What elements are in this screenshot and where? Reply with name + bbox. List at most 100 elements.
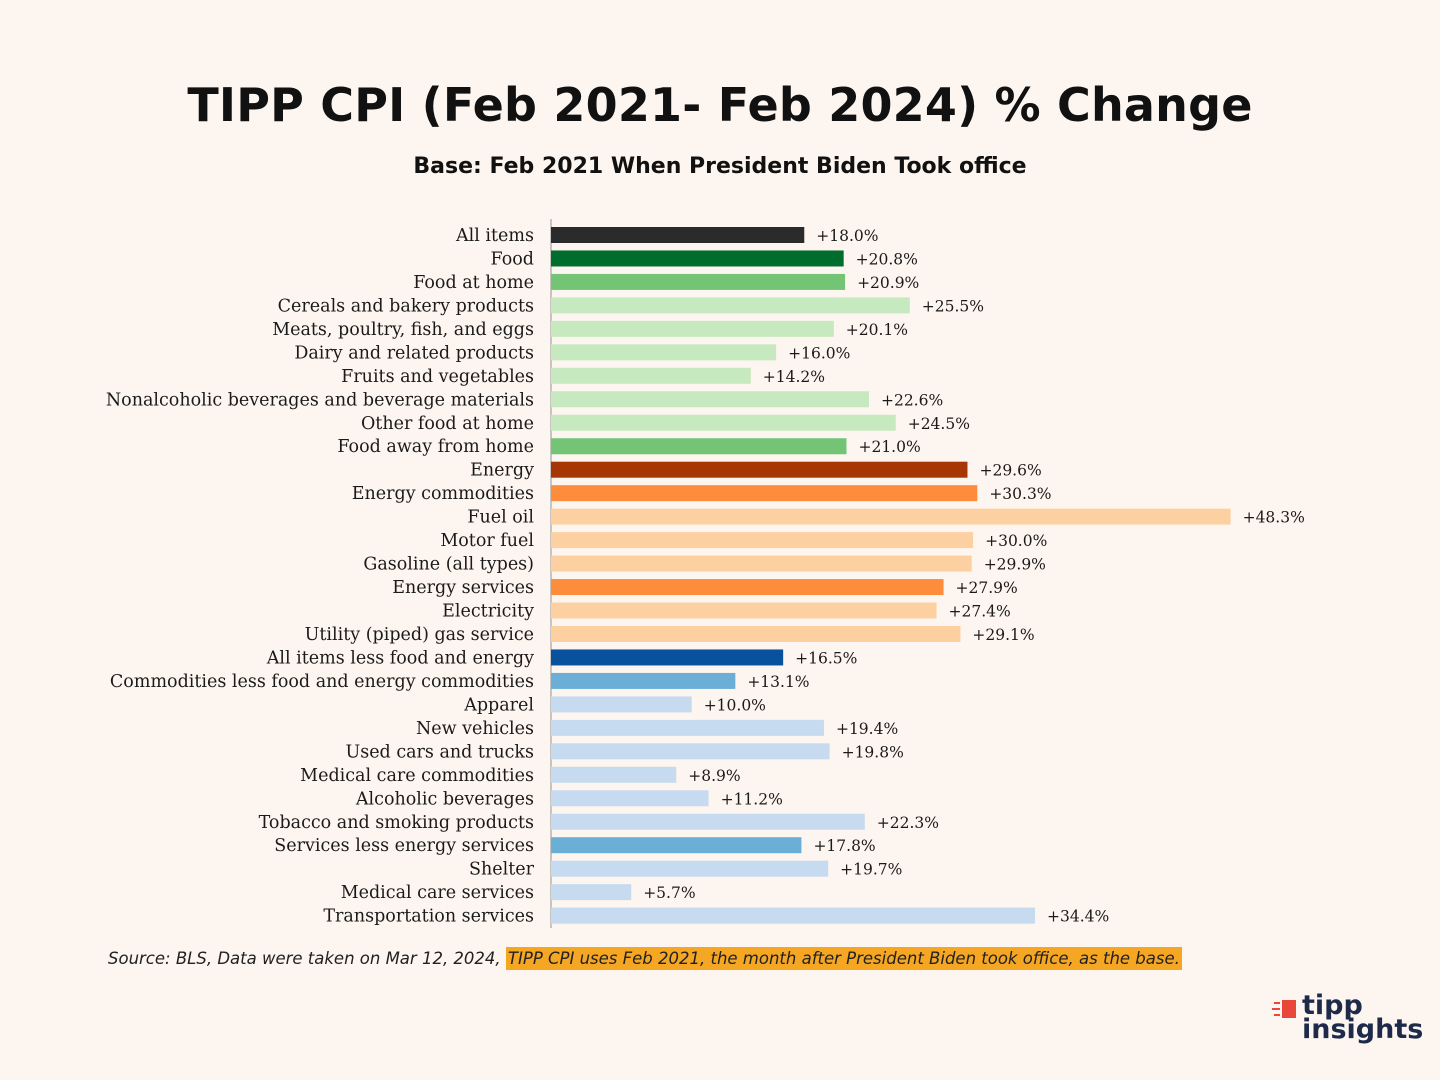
chart-title: TIPP CPI (Feb 2021- Feb 2024) % Change [187,78,1253,132]
bar [551,555,972,572]
category-label: Nonalcoholic beverages and beverage mate… [106,390,534,410]
bar [551,273,846,290]
bar [551,508,1231,525]
bar [551,813,865,830]
category-label: Medical care services [341,883,534,903]
category-label: Transportation services [323,907,534,927]
category-label: Dairy and related products [294,343,534,363]
category-label: Food [491,249,534,269]
value-label: +16.5% [795,649,857,667]
bar [551,696,692,713]
category-label: Energy commodities [352,484,534,504]
category-label: Used cars and trucks [345,742,534,762]
bar [551,297,910,314]
value-label: +10.0% [704,696,766,714]
bar [551,766,677,783]
value-label: +27.4% [949,603,1011,621]
bar [551,884,632,901]
category-label: Meats, poultry, fish, and eggs [272,320,534,340]
source-text: Source: BLS, Data were taken on Mar 12, … [108,949,506,968]
source-footnote: Source: BLS, Data were taken on Mar 12, … [108,947,1182,970]
category-label: Utility (piped) gas service [305,625,534,645]
value-label: +13.1% [747,673,809,691]
value-label: +22.6% [881,391,943,409]
value-label: +11.2% [721,790,783,808]
tipp-insights-logo: tipp insights [1268,990,1428,1046]
category-label: Energy services [392,578,534,598]
value-label: +29.9% [984,556,1046,574]
bar [551,344,777,361]
value-label: +5.7% [643,884,695,902]
value-label: +48.3% [1243,509,1305,527]
value-label: +27.9% [956,579,1018,597]
bar [551,837,802,854]
bar [551,625,961,642]
logo-line-2: insights [1302,1014,1424,1045]
logo-mark-icon [1272,1000,1296,1018]
bar [551,485,978,502]
value-label: +34.4% [1047,908,1109,926]
value-label: +20.8% [856,250,918,268]
category-label: Apparel [463,695,534,715]
category-label: Shelter [469,860,535,880]
category-label: Motor fuel [440,531,534,551]
category-label: Medical care commodities [300,766,534,786]
bar [551,320,834,337]
bar [551,672,736,689]
value-label: +18.0% [816,227,878,245]
bar [551,227,805,243]
bar [551,719,824,736]
bar [551,414,896,431]
category-label: Food at home [413,273,534,293]
category-label: Cereals and bakery products [278,296,534,316]
bar [551,649,784,666]
value-label: +29.1% [972,626,1034,644]
bar [551,907,1036,924]
category-label: Gasoline (all types) [363,555,534,575]
value-label: +25.5% [922,297,984,315]
bar [551,367,751,384]
category-label: Other food at home [361,414,534,434]
bar [551,391,869,408]
base-note-highlight: TIPP CPI uses Feb 2021, the month after … [505,947,1182,970]
category-label: New vehicles [416,719,534,739]
category-label: Alcoholic beverages [355,789,534,809]
value-label: +19.8% [842,743,904,761]
category-label: Food away from home [337,437,534,457]
value-label: +17.8% [813,837,875,855]
category-label: Electricity [442,602,534,622]
value-label: +16.0% [788,344,850,362]
value-label: +8.9% [688,767,740,785]
category-label: Commodities less food and energy commodi… [110,672,534,692]
bar [551,743,830,760]
bar [551,532,974,549]
value-label: +20.9% [857,274,919,292]
bar [551,250,844,267]
value-label: +14.2% [763,368,825,386]
bar [551,438,847,455]
logo-line-1: tipp [1302,990,1363,1021]
value-label: +20.1% [846,321,908,339]
value-label: +19.4% [836,720,898,738]
value-label: +30.0% [985,532,1047,550]
value-label: +29.6% [979,462,1041,480]
category-label: Fruits and vegetables [341,367,534,387]
bar [551,860,829,877]
category-label: Tobacco and smoking products [259,813,534,833]
category-label: Fuel oil [467,508,534,528]
category-label: Services less energy services [274,836,534,856]
category-label: All items [455,226,534,246]
bar [551,579,944,596]
value-label: +24.5% [908,415,970,433]
category-label: Energy [470,461,534,481]
value-label: +22.3% [877,814,939,832]
bar [551,602,937,619]
category-label: All items less food and energy [266,648,534,668]
value-label: +19.7% [840,861,902,879]
value-label: +21.0% [858,438,920,456]
bar [551,461,968,478]
bar [551,790,709,807]
chart-subtitle: Base: Feb 2021 When President Biden Took… [413,154,1027,179]
value-label: +30.3% [989,485,1051,503]
